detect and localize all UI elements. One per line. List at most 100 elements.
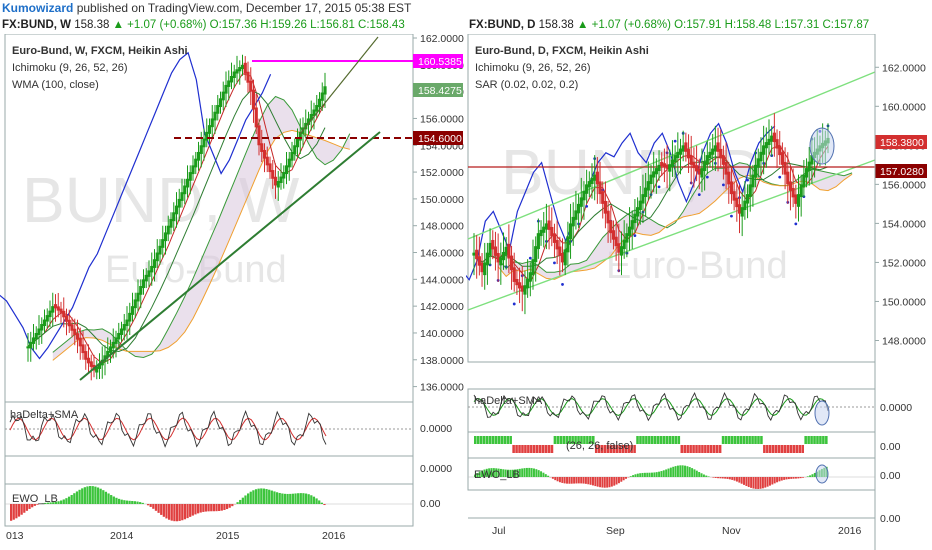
ewo-bar [665, 469, 668, 477]
candle-body [472, 252, 476, 256]
ewo-value: 0.00 [420, 498, 441, 510]
ewo-bar [139, 502, 142, 504]
daily-chart[interactable]: BUND, D Euro-Bund Euro-Bund, D, FXCM, He… [466, 34, 932, 550]
candle-body [188, 172, 192, 181]
candle-body [196, 151, 201, 161]
candle-body [51, 306, 55, 313]
ewo-bar [94, 486, 97, 504]
ewo-bar [556, 477, 559, 482]
strip-bar [760, 436, 763, 444]
candle-body [547, 220, 551, 230]
left-symbol[interactable]: FX:BUND, W [2, 19, 71, 31]
candle-body [593, 174, 597, 181]
hadelta-panel[interactable] [467, 388, 876, 433]
weekly-chart[interactable]: BUND, W Euro-Bund Euro-Bund, W, FXCM, He… [0, 34, 466, 550]
author-link[interactable]: Kumowizard [2, 1, 74, 15]
ewo-bar [733, 477, 736, 481]
ewo-bar [265, 489, 268, 504]
strip-bar [606, 445, 610, 453]
sar-dot [722, 183, 725, 187]
strip-bar [656, 436, 660, 444]
right-time-axis[interactable]: Jul Sep Nov 2016 [492, 525, 862, 537]
sar-dot [730, 214, 733, 218]
strip-bar [479, 436, 483, 444]
x-tick: 2016 [838, 525, 862, 537]
candle-body [756, 158, 760, 168]
sar-dot [794, 222, 798, 226]
candle-body [697, 168, 701, 175]
ewo-bar [83, 487, 86, 504]
channel-upper[interactable] [467, 71, 876, 240]
strip-bar [792, 445, 796, 453]
candle-body [128, 312, 132, 322]
strip-bar [692, 445, 695, 453]
candle-body [119, 328, 124, 335]
left-time-axis[interactable]: 013 2014 2015 2016 [6, 530, 346, 542]
ewo-bar [297, 493, 300, 504]
candle-body [125, 319, 129, 327]
ewo-bar [726, 477, 729, 479]
ewo-bar [160, 504, 163, 515]
candle-body [810, 155, 814, 165]
channel-lower[interactable] [467, 159, 876, 311]
candle-body [611, 230, 616, 240]
trendline-upper[interactable] [299, 36, 379, 135]
ewo-bar [204, 504, 208, 512]
candle-body [649, 174, 653, 185]
ewo-bar [490, 468, 493, 477]
ewo-bar [28, 504, 31, 509]
ewo-bar [769, 477, 771, 486]
svg-text:154.6000: 154.6000 [418, 133, 462, 145]
candle-body [641, 194, 645, 204]
right-symbol[interactable]: FX:BUND, D [469, 19, 536, 31]
strip-bar [597, 445, 601, 453]
strip-bar [512, 445, 515, 453]
strip-bar [701, 445, 704, 453]
candle-body [665, 164, 669, 169]
ewo-bar [740, 477, 743, 484]
ewo-bar [811, 474, 814, 477]
candle-body [158, 245, 162, 255]
candle-body [585, 184, 589, 194]
ewo-bar [199, 504, 202, 513]
candle-body [480, 262, 484, 273]
ewo-bar [62, 499, 65, 504]
ewo-bar [794, 477, 797, 479]
ewo-bar [104, 491, 108, 504]
candle-body [552, 233, 557, 243]
signal-strip-panel[interactable] [467, 431, 876, 459]
y-tick: 148.0000 [882, 335, 926, 347]
ewo-bar [780, 477, 783, 481]
candle-body [295, 138, 300, 148]
ewo-bar [802, 477, 804, 478]
candle-body [686, 148, 691, 159]
ewo-bar [260, 488, 263, 504]
svg-text:157.0280: 157.0280 [880, 166, 924, 178]
candle-body [735, 197, 739, 208]
candle-body [485, 252, 490, 266]
trendline-lower[interactable] [79, 131, 381, 381]
y-tick: 138.0000 [420, 355, 464, 367]
x-tick: Sep [606, 525, 625, 537]
ewo-bar [747, 477, 750, 488]
svg-text:Euro-Bund: Euro-Bund [606, 245, 788, 287]
strip-bar [636, 436, 639, 444]
strip-bar [715, 445, 719, 453]
left-price-axis[interactable]: 136.0000 138.0000 140.0000 142.0000 144.0000… [413, 34, 464, 394]
candle-body [183, 185, 187, 195]
candle-body [229, 75, 234, 83]
strip-bar [786, 445, 790, 453]
candle-body [37, 328, 41, 335]
ewo-bar [102, 490, 105, 504]
right-price-axis[interactable]: 148.0000 150.0000 152.0000 154.0000 156.0000… [875, 62, 926, 347]
candle-body [73, 328, 77, 336]
candle-body [729, 181, 734, 195]
strip-bar [571, 436, 574, 444]
strip-bar [695, 445, 698, 453]
candle-body [501, 252, 506, 261]
strip-bar [642, 436, 645, 444]
strip-bar [730, 436, 734, 444]
y-tick: 156.0000 [420, 113, 464, 125]
candle-body [635, 207, 640, 217]
candle-body [732, 191, 736, 201]
